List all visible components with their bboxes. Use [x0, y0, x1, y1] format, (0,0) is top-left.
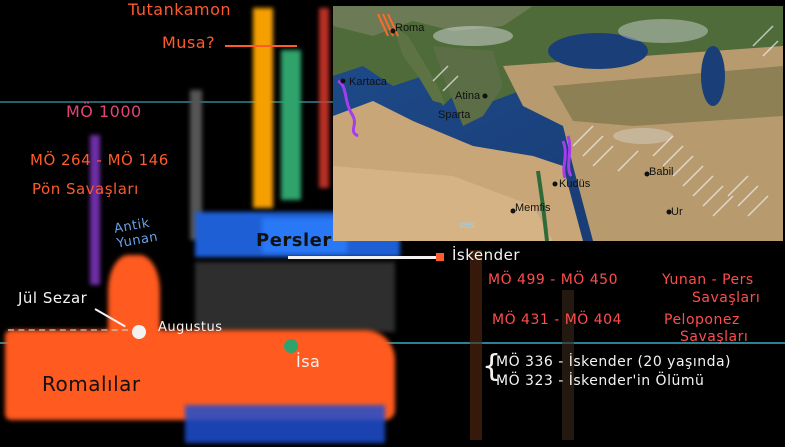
guide-line-top — [0, 101, 340, 103]
musa-pointer-line — [225, 45, 297, 47]
iskender-line — [288, 256, 438, 259]
map-label-roma: Roma — [395, 22, 425, 34]
event-greek-persian-title-2: Savaşları — [692, 290, 761, 306]
map-label-sea-note: ses — [459, 220, 475, 231]
label-romalilar: Romalılar — [42, 372, 141, 396]
label-tutankamon: Tutankamon — [128, 0, 232, 19]
label-mo-1000: MÖ 1000 — [66, 102, 142, 121]
map-label-kudus: Kudüs — [559, 178, 591, 190]
guide-line-middle — [0, 342, 785, 344]
label-iskender: İskender — [452, 246, 521, 264]
purple-band — [90, 135, 100, 285]
label-isa: İsa — [296, 352, 321, 371]
event-brace: { — [482, 349, 502, 384]
map-label-ur: Ur — [671, 206, 683, 218]
event-greek-persian-title: Yunan - Pers — [662, 272, 754, 288]
dark-column-2 — [562, 290, 574, 440]
event-peloponnesian-title-2: Savaşları — [680, 329, 749, 345]
label-jul-sezar: Jül Sezar — [18, 289, 88, 307]
persia-block-light — [262, 218, 347, 253]
isa-dot — [284, 339, 298, 353]
map-label-sparta: Sparta — [438, 109, 471, 121]
label-augustus: Augustus — [158, 320, 223, 335]
red-band — [319, 8, 329, 188]
label-punic-wars: Pön Savaşları — [32, 180, 139, 198]
augustus-dot — [132, 325, 146, 339]
dark-column — [470, 250, 482, 440]
dashed-line — [8, 329, 128, 331]
event-alexander-death: MÖ 323 - İskender'in Ölümü — [496, 373, 705, 389]
map-svg — [333, 6, 783, 241]
event-peloponnesian-title: Peloponez — [664, 312, 740, 328]
event-greek-persian-date: MÖ 499 - MÖ 450 — [488, 272, 618, 288]
egypt-gold-band — [253, 8, 273, 208]
map-label-memfis: Memfis — [515, 202, 551, 214]
label-persler: Persler — [256, 230, 332, 251]
label-musa: Musa? — [162, 33, 216, 52]
map-image: Roma Kartaca Atina Sparta Kudüs Babil Ur… — [333, 6, 783, 241]
grey-band — [190, 90, 202, 240]
label-punic-dates: MÖ 264 - MÖ 146 — [30, 151, 169, 169]
map-label-babil: Babil — [649, 166, 674, 178]
map-label-atina: Atina — [455, 90, 481, 102]
byzantine-band — [185, 405, 385, 443]
map-label-kartaca: Kartaca — [349, 76, 387, 88]
grey-zone — [195, 262, 395, 332]
events-panel: MÖ 499 - MÖ 450 Yunan - Pers Savaşları M… — [482, 272, 781, 392]
iskender-marker — [436, 253, 444, 261]
event-alexander-rise: MÖ 336 - İskender (20 yaşında) — [496, 354, 732, 370]
event-peloponnesian-date: MÖ 431 - MÖ 404 — [492, 312, 622, 328]
green-band — [281, 50, 301, 200]
